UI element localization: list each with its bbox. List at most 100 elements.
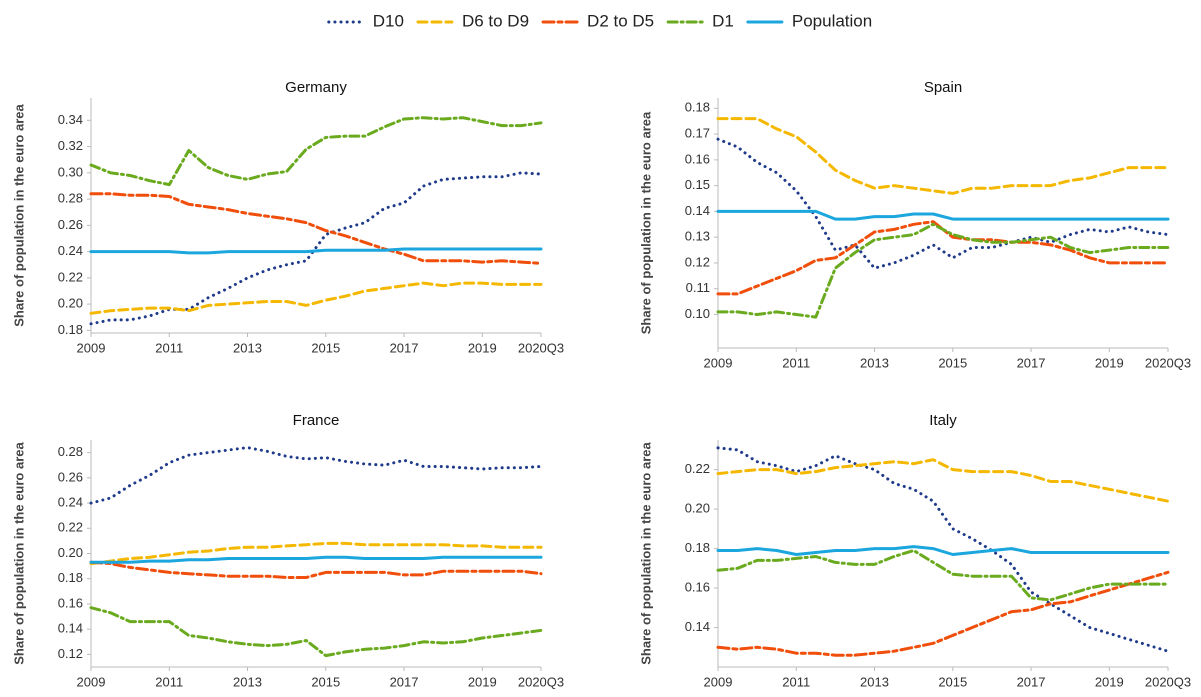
x-tick-label: 2011: [782, 355, 810, 370]
y-tick-label: 0.34: [58, 112, 83, 127]
x-tick-label: 2017: [1017, 674, 1046, 689]
y-tick-label: 0.16: [58, 595, 83, 610]
series-line: [89, 247, 543, 255]
y-tick-label: 0.32: [58, 138, 83, 153]
x-tick-label: 2011: [155, 674, 183, 689]
y-tick-label: 0.22: [58, 520, 83, 535]
y-tick-label: 0.16: [685, 579, 710, 594]
series-line: [716, 137, 1170, 270]
y-tick-label: 0.26: [58, 217, 83, 232]
y-tick-label: 0.11: [686, 280, 710, 295]
y-tick-label: 0.12: [58, 646, 83, 661]
x-tick-label: 2015: [311, 674, 340, 689]
series-line: [89, 192, 543, 265]
legend-item: D10: [327, 11, 404, 30]
x-tick-label: 2019: [1095, 355, 1124, 370]
legend-item: D6 to D9: [416, 11, 529, 30]
x-tick-label: 2019: [468, 340, 497, 355]
series-line: [716, 545, 1170, 556]
series-line: [89, 446, 543, 505]
legend-label: D6 to D9: [462, 11, 529, 30]
x-tick-label: 2009: [77, 674, 106, 689]
legend-item: Population: [746, 11, 872, 30]
series-line: [716, 222, 1170, 319]
legend-label: D10: [373, 11, 404, 30]
y-tick-label: 0.16: [685, 151, 710, 166]
x-tick-label: 2015: [938, 674, 967, 689]
y-tick-label: 0.22: [685, 461, 710, 476]
legend-label: D1: [712, 11, 734, 30]
chart-title: Germany: [285, 79, 347, 96]
x-tick-label: 2017: [390, 340, 419, 355]
y-tick-label: 0.20: [58, 296, 83, 311]
x-tick-label: 2009: [704, 674, 733, 689]
x-tick-label: 2020Q3: [1145, 355, 1191, 370]
x-tick-label: 2011: [155, 340, 183, 355]
y-tick-label: 0.24: [58, 243, 83, 258]
y-tick-label: 0.22: [58, 269, 83, 284]
y-tick-label: 0.18: [685, 100, 710, 115]
series-line: [716, 458, 1170, 503]
y-tick-label: 0.15: [685, 177, 710, 192]
y-tick-label: 0.26: [58, 469, 83, 484]
x-tick-label: 2009: [704, 355, 733, 370]
y-tick-label: 0.13: [685, 229, 710, 244]
y-tick-label: 0.20: [685, 501, 710, 516]
y-tick-label: 0.17: [685, 126, 710, 141]
series-line: [716, 570, 1170, 657]
y-tick-label: 0.10: [685, 306, 710, 321]
y-tick-label: 0.14: [58, 621, 83, 636]
y-tick-label: 0.18: [58, 570, 83, 585]
legend-item: D1: [666, 11, 734, 30]
x-tick-label: 2019: [468, 674, 497, 689]
y-tick-label: 0.28: [58, 444, 83, 459]
x-tick-label: 2017: [1017, 355, 1046, 370]
x-tick-label: 2020Q3: [1145, 674, 1191, 689]
y-tick-label: 0.18: [58, 322, 83, 337]
series-line: [89, 281, 543, 315]
chart-title: Italy: [929, 412, 957, 429]
x-tick-label: 2009: [77, 340, 106, 355]
y-axis-label: Share of population in the euro area: [638, 441, 653, 664]
chart-title: France: [293, 412, 340, 429]
y-tick-label: 0.18: [685, 540, 710, 555]
series-line: [716, 220, 1170, 296]
x-tick-label: 2020Q3: [518, 340, 564, 355]
y-tick-label: 0.20: [58, 545, 83, 560]
x-tick-label: 2013: [860, 355, 889, 370]
x-tick-label: 2013: [233, 674, 262, 689]
series-line: [89, 171, 543, 326]
series-line: [716, 209, 1170, 221]
series-line: [89, 606, 543, 658]
x-tick-label: 2019: [1095, 674, 1124, 689]
chart-title: Spain: [924, 79, 962, 96]
series-line: [716, 117, 1170, 195]
y-tick-label: 0.30: [58, 164, 83, 179]
series-line: [716, 549, 1170, 602]
legend-label: D2 to D5: [587, 11, 654, 30]
y-tick-label: 0.24: [58, 494, 83, 509]
y-tick-label: 0.14: [685, 619, 710, 634]
x-tick-label: 2013: [233, 340, 262, 355]
y-tick-label: 0.12: [685, 254, 710, 269]
y-axis-label: Share of population in the euro area: [11, 103, 26, 326]
x-tick-label: 2017: [390, 674, 419, 689]
y-axis-label: Share of population in the euro area: [11, 441, 26, 664]
series-line: [716, 446, 1170, 653]
y-tick-label: 0.14: [685, 203, 710, 218]
legend-label: Population: [792, 11, 872, 30]
series-line: [89, 555, 543, 564]
legend-item: D2 to D5: [541, 11, 654, 30]
y-tick-label: 0.28: [58, 191, 83, 206]
x-tick-label: 2011: [782, 674, 810, 689]
x-tick-label: 2015: [311, 340, 340, 355]
series-line: [89, 560, 543, 579]
series-line: [89, 116, 543, 187]
x-tick-label: 2013: [860, 674, 889, 689]
x-tick-label: 2020Q3: [518, 674, 564, 689]
series-line: [89, 541, 543, 566]
y-axis-label: Share of population in the euro area: [638, 111, 653, 334]
x-tick-label: 2015: [938, 355, 967, 370]
